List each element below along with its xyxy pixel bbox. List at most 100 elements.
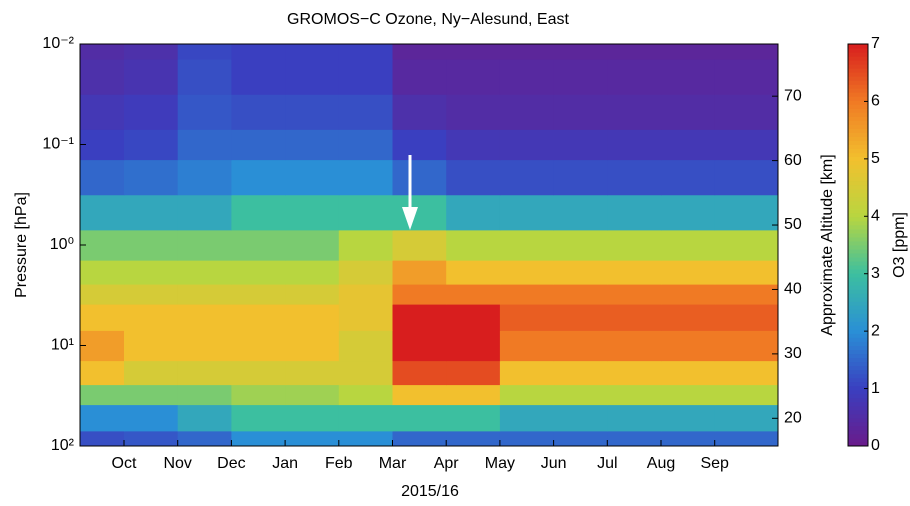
- heatmap-cell: [661, 129, 716, 161]
- heatmap-cell: [499, 284, 555, 305]
- x-tick-label: Dec: [217, 455, 245, 472]
- heatmap-cell: [661, 330, 716, 362]
- heatmap-cell: [661, 159, 716, 196]
- colorbar-step: [848, 164, 868, 170]
- colorbar-tick-label: 6: [871, 93, 880, 110]
- colorbar-step: [848, 156, 868, 162]
- heatmap-cell: [80, 430, 125, 447]
- colorbar-step: [848, 112, 868, 117]
- colorbar-step: [848, 192, 868, 198]
- heatmap-cell: [231, 384, 286, 406]
- heatmap-cell: [80, 360, 125, 386]
- heatmap-cell: [124, 59, 179, 95]
- heatmap-cell: [285, 360, 340, 386]
- heatmap-cell: [499, 260, 555, 285]
- heatmap-cell: [446, 129, 501, 161]
- colorbar-step: [848, 224, 868, 230]
- heatmap-cell: [231, 194, 286, 231]
- heatmap-cell: [80, 260, 125, 285]
- heatmap-cell: [231, 330, 286, 362]
- heatmap-cell: [338, 304, 393, 331]
- colorbar-tick-label: 2: [871, 322, 880, 339]
- heatmap-cell: [661, 360, 716, 386]
- heatmap-cell: [714, 404, 779, 432]
- heatmap-cell: [607, 44, 662, 60]
- heatmap-cell: [231, 260, 286, 285]
- colorbar-step: [848, 285, 868, 290]
- heatmap-cell: [285, 260, 340, 285]
- heatmap-cell: [124, 44, 179, 60]
- heatmap-cell: [80, 304, 125, 331]
- heatmap-cell: [231, 94, 286, 130]
- heatmap-cell: [392, 194, 447, 231]
- heatmap-cell: [338, 360, 393, 386]
- heatmap-cell: [285, 404, 340, 432]
- colorbar-step: [848, 321, 868, 326]
- colorbar-step: [848, 220, 868, 226]
- heatmap-cell: [553, 229, 608, 261]
- x-tick-label: Mar: [379, 455, 407, 472]
- colorbar-step: [848, 341, 868, 346]
- colorbar-step: [848, 140, 868, 145]
- heatmap-cell: [231, 44, 286, 60]
- heatmap-cell: [499, 430, 555, 447]
- colorbar-step: [848, 44, 868, 49]
- colorbar-step: [848, 80, 868, 85]
- x-tick-label: Aug: [647, 455, 675, 472]
- y2-tick-label: 30: [784, 345, 802, 362]
- heatmap-cell: [231, 360, 286, 386]
- colorbar-label: O3 [ppm]: [891, 212, 908, 278]
- colorbar-step: [848, 417, 868, 423]
- heatmap-cell: [392, 129, 447, 161]
- y2-tick-label: 50: [784, 216, 802, 233]
- heatmap-cell: [714, 194, 779, 231]
- heatmap-cell: [499, 384, 555, 406]
- heatmap-cell: [124, 304, 179, 331]
- colorbar-step: [848, 377, 868, 383]
- heatmap-cell: [338, 44, 393, 60]
- colorbar-step: [848, 429, 868, 435]
- x-tick-label: Feb: [325, 455, 353, 472]
- heatmap-cell: [553, 129, 608, 161]
- heatmap-cell: [499, 360, 555, 386]
- heatmap-cell: [80, 44, 125, 60]
- y-tick-label: 10⁻²: [42, 35, 74, 52]
- heatmap-cell: [338, 59, 393, 95]
- colorbar-step: [848, 96, 868, 101]
- y2-tick-label: 40: [784, 281, 802, 298]
- colorbar-step: [848, 305, 868, 310]
- colorbar-step: [848, 196, 868, 202]
- heatmap-cell: [714, 260, 779, 285]
- heatmap-cell: [124, 229, 179, 261]
- heatmap-cell: [607, 260, 662, 285]
- colorbar-step: [848, 184, 868, 190]
- heatmap-cell: [553, 260, 608, 285]
- colorbar-step: [848, 52, 868, 57]
- colorbar-step: [848, 333, 868, 338]
- colorbar-step: [848, 421, 868, 427]
- heatmap-cell: [714, 304, 779, 331]
- heatmap-cell: [714, 94, 779, 130]
- heatmap-cell: [80, 94, 125, 130]
- heatmap-cell: [177, 159, 232, 196]
- heatmap-cell: [80, 404, 125, 432]
- x-tick-label: Apr: [434, 455, 460, 472]
- heatmap-cell: [714, 430, 779, 447]
- heatmap-cell: [446, 159, 501, 196]
- colorbar-step: [848, 253, 868, 258]
- heatmap-cell: [177, 330, 232, 362]
- heatmap-cell: [499, 229, 555, 261]
- heatmap-cell: [714, 360, 779, 386]
- x-tick-label: Sep: [700, 455, 729, 472]
- colorbar-step: [848, 120, 868, 125]
- colorbar-step: [848, 204, 868, 210]
- colorbar-step: [848, 152, 868, 158]
- heatmap-cell: [499, 304, 555, 331]
- heatmap-cell: [285, 159, 340, 196]
- heatmap-cell: [285, 430, 340, 447]
- heatmap-cell: [553, 94, 608, 130]
- heatmap-cell: [661, 404, 716, 432]
- colorbar-step: [848, 232, 868, 238]
- heatmap-cell: [553, 44, 608, 60]
- heatmap-cell: [338, 284, 393, 305]
